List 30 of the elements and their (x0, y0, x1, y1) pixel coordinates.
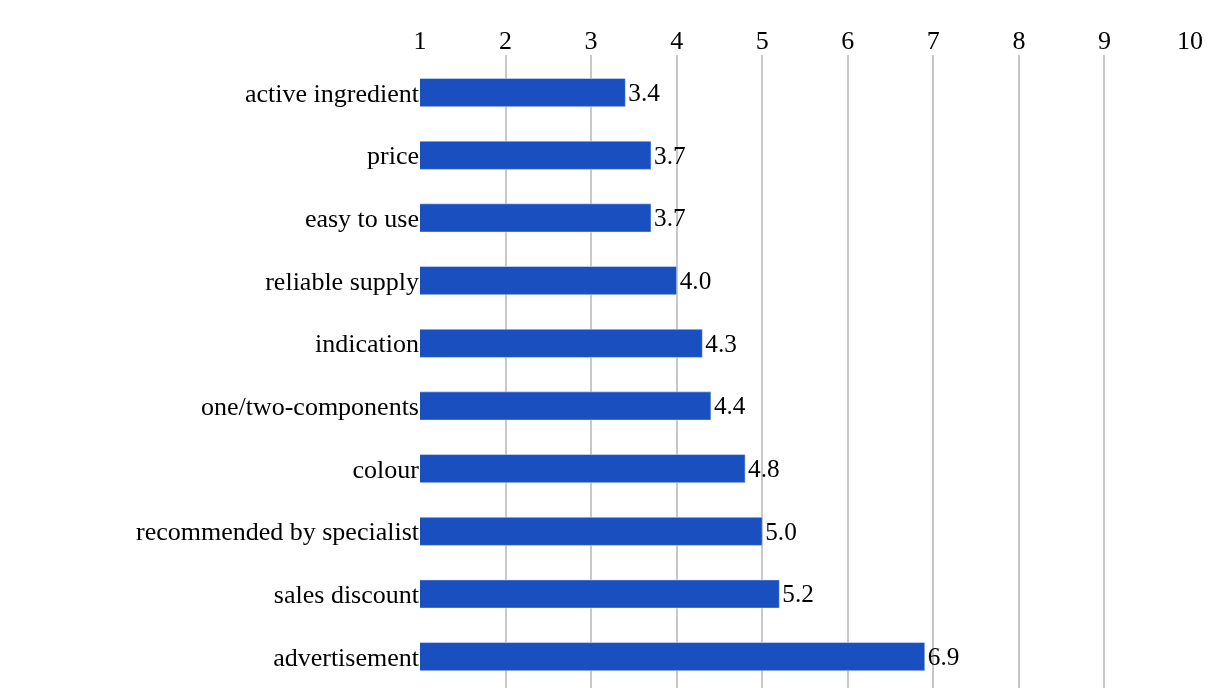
x-tick-label: 1 (413, 25, 427, 55)
x-tick-label: 3 (584, 25, 598, 55)
y-tick-label: sales discount (273, 580, 420, 610)
y-tick-label: reliable supply (265, 266, 419, 296)
data-label: 3.7 (654, 140, 686, 169)
data-label: 5.2 (782, 579, 814, 608)
x-tick-label: 4 (670, 25, 684, 55)
y-tick-label: advertisement (273, 642, 420, 672)
x-tick-label: 5 (755, 25, 769, 55)
y-tick-label: indication (315, 329, 419, 359)
x-tick-label: 7 (926, 25, 940, 55)
data-label: 3.7 (654, 203, 686, 232)
y-tick-label: easy to use (304, 204, 419, 234)
y-tick-label: one/two-components (200, 392, 419, 422)
y-tick-label: active ingredient (245, 78, 420, 108)
x-tick-label: 8 (1012, 25, 1026, 55)
data-label: 6.9 (927, 641, 960, 670)
data-label: 4.3 (705, 328, 737, 357)
data-label: 4.4 (713, 391, 746, 420)
y-tick-label: recommended by specialist (135, 517, 420, 547)
data-label: 4.0 (679, 265, 712, 294)
x-tick-label: 10 (1177, 25, 1203, 55)
data-label: 3.4 (628, 77, 661, 106)
x-tick-label: 9 (1097, 25, 1111, 55)
data-label: 4.8 (748, 453, 780, 482)
y-tick-label: price (367, 141, 419, 171)
data-label: 5.0 (765, 516, 797, 545)
x-tick-label: 6 (841, 25, 855, 55)
x-tick-label: 2 (499, 25, 513, 55)
y-tick-label: colour (352, 454, 420, 484)
